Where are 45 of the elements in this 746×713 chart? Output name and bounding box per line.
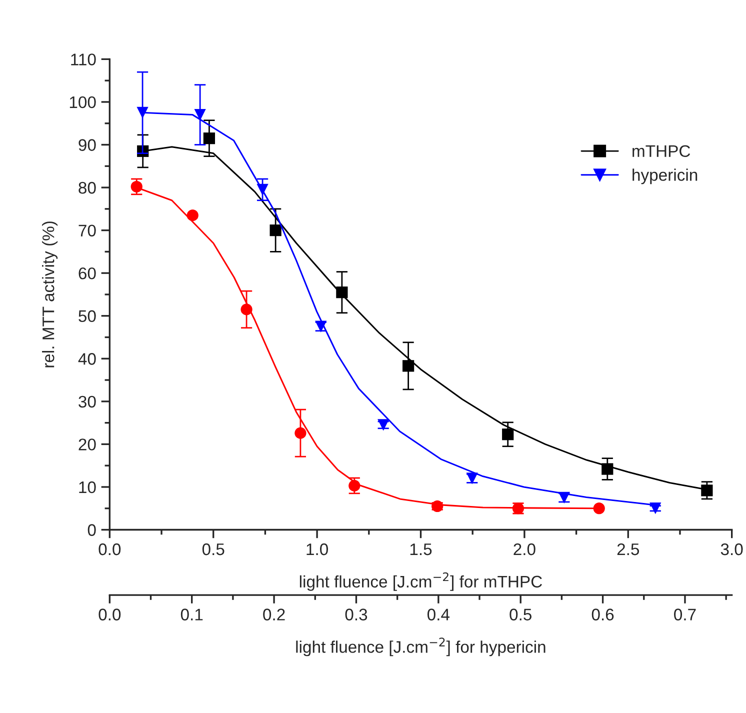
x-axis-title: light fluence [J.cm$^{−2}$] for mTHPC — [300, 572, 542, 591]
y-axis-title: rel. MTT activity (%) — [42, 222, 58, 368]
point — [502, 428, 514, 440]
point — [294, 427, 306, 439]
point — [701, 484, 713, 496]
x-tick-label: 0.5 — [202, 543, 224, 556]
y-tick-label: 0 — [88, 524, 96, 536]
y-tick-label: 110 — [71, 54, 96, 66]
y-tick-label: 10 — [79, 481, 96, 494]
point — [270, 224, 282, 236]
y-tick-label: 90 — [78, 139, 96, 151]
x2-tick-label: 0.1 — [180, 608, 203, 620]
legend-label: hypericin — [632, 168, 698, 184]
x2-tick-label: 0.0 — [98, 608, 121, 620]
x2-tick-label: 0.2 — [263, 608, 285, 620]
point — [336, 286, 348, 298]
x2-tick-label: 0.4 — [427, 608, 450, 620]
y-tick-label: 50 — [78, 310, 96, 322]
x-tick-label: 0.0 — [98, 543, 121, 556]
x-tick-label: 2.5 — [617, 543, 640, 556]
y-tick-label: 70 — [78, 224, 96, 236]
point — [348, 480, 360, 492]
point — [593, 502, 605, 514]
y-tick-label: 30 — [78, 396, 96, 408]
point — [602, 463, 614, 475]
point — [186, 210, 198, 222]
x2-tick-label: 0.7 — [674, 608, 696, 620]
x-tick-label: 3.0 — [720, 543, 743, 556]
point — [402, 360, 414, 372]
x2-tick-label: 0.6 — [592, 608, 614, 620]
point — [240, 304, 252, 316]
y-tick-label: 100 — [70, 96, 96, 108]
point — [130, 180, 142, 192]
x2-axis-title: light fluence [J.cm$^{−2}$] for hypericin — [296, 638, 546, 656]
y-tick-label: 20 — [78, 438, 96, 450]
y-tick-label: 60 — [78, 267, 96, 280]
x-tick-label: 1.0 — [306, 543, 328, 556]
legend-label: mTHPC — [632, 145, 690, 158]
y-tick-label: 80 — [78, 182, 96, 194]
x-tick-label: 2.0 — [514, 543, 536, 556]
y-tick-label: 40 — [78, 353, 96, 365]
x2-tick-label: 0.5 — [510, 608, 532, 620]
point — [203, 132, 216, 144]
x-tick-label: 1.5 — [410, 544, 432, 556]
x2-tick-label: 0.3 — [345, 608, 368, 620]
